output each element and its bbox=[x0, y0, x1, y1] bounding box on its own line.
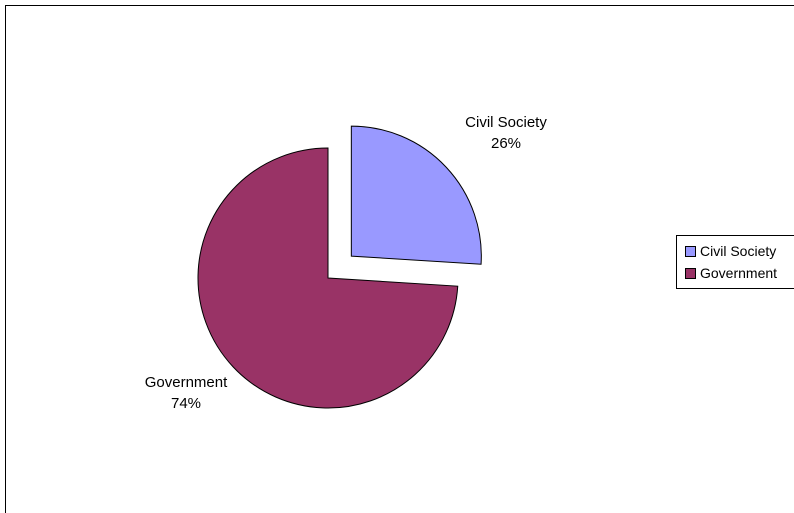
legend-swatch-civil-society bbox=[685, 245, 696, 257]
pie-slice-civil-society bbox=[350, 125, 482, 265]
legend: Civil Society Government bbox=[676, 235, 794, 289]
slice-percent-civil-society: 26% bbox=[491, 135, 521, 152]
legend-entry-civil-society: Civil Society bbox=[685, 242, 776, 260]
legend-label-government: Government bbox=[700, 265, 778, 281]
legend-label-civil-society: Civil Society bbox=[700, 243, 777, 259]
slice-percent-government: 74% bbox=[171, 395, 201, 412]
legend-entry-government: Government bbox=[685, 264, 777, 282]
slice-label-civil-society: Civil Society bbox=[465, 114, 547, 131]
legend-swatch-government bbox=[685, 267, 696, 279]
pie-slice-government bbox=[197, 147, 459, 409]
slice-label-government: Government bbox=[145, 374, 228, 391]
